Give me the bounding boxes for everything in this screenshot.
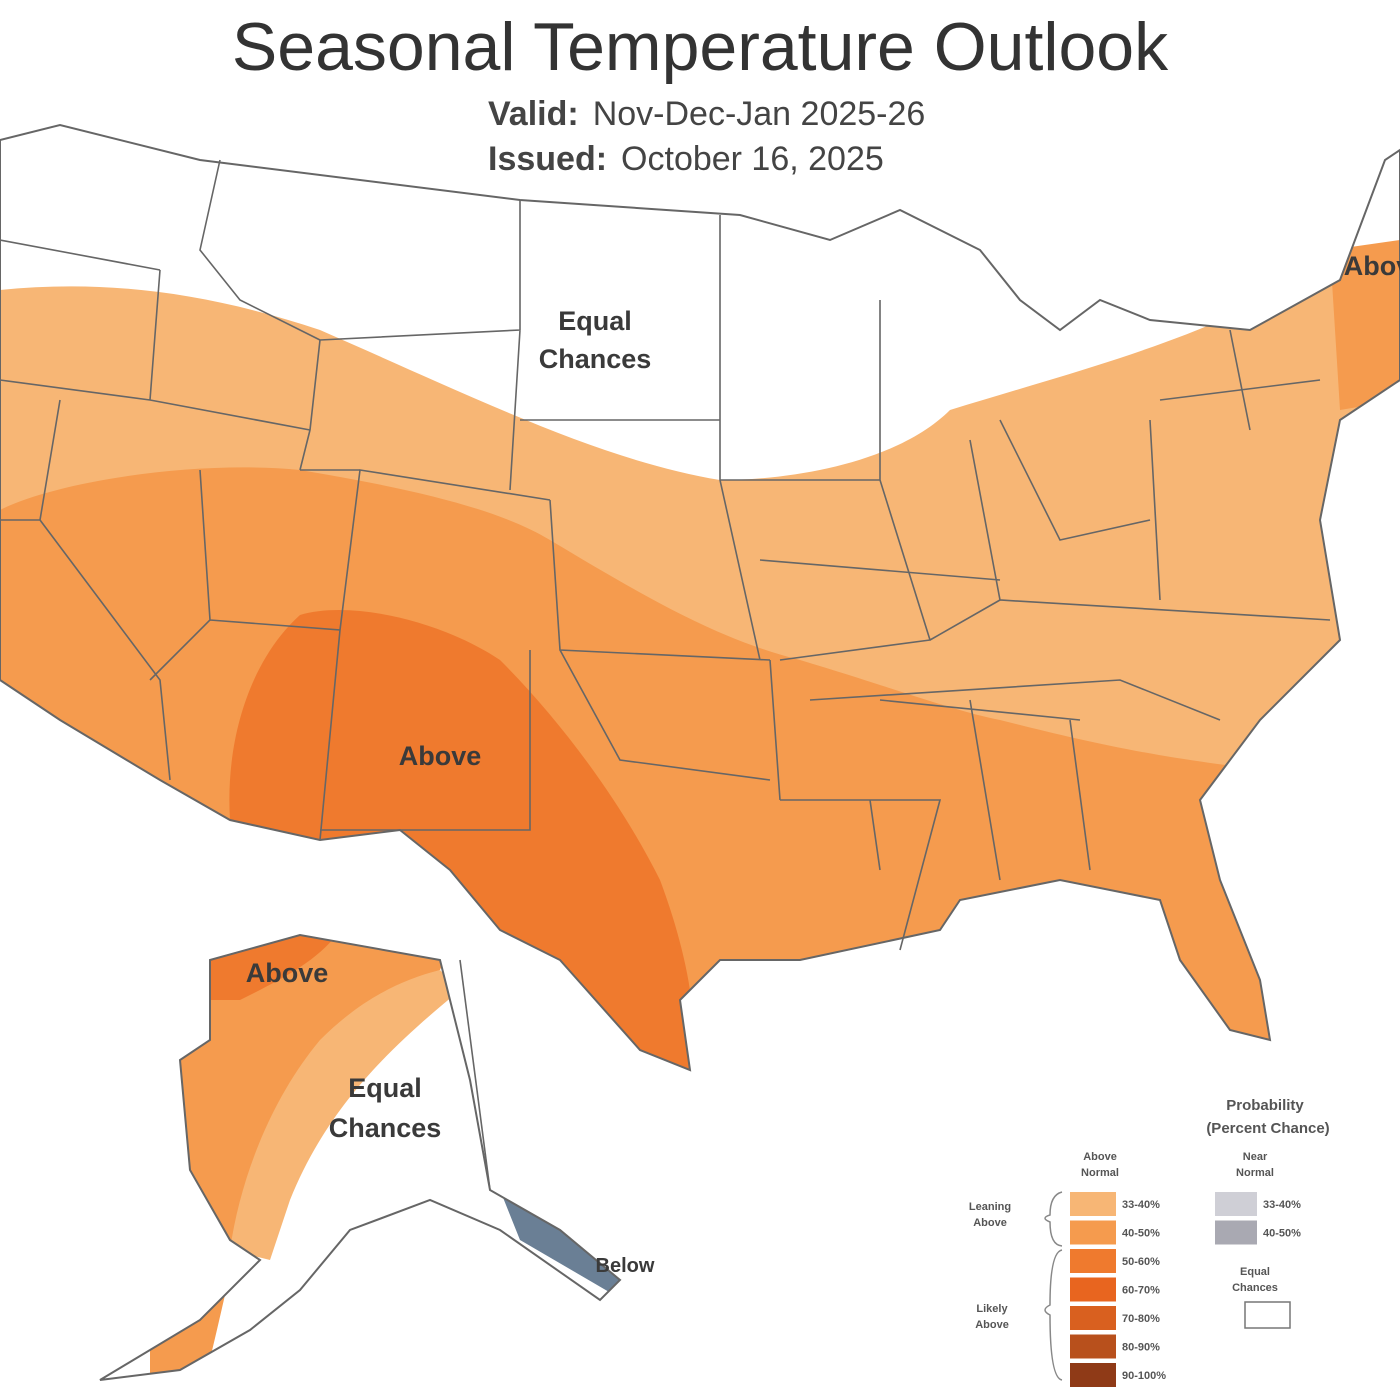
label-conus-above: Above (399, 741, 482, 771)
legend-swatch-above-5 (1070, 1334, 1116, 1359)
legend: Probability (Percent Chance) Above Norma… (969, 1097, 1330, 1387)
legend-swatch-equal-chances (1244, 1301, 1291, 1329)
valid-value: Nov-Dec-Jan 2025-26 (592, 95, 926, 133)
legend-swatch-above-1 (1070, 1220, 1116, 1245)
legend-range-above-4: 70-80% (1122, 1313, 1160, 1325)
legend-range-near-0: 33-40% (1263, 1199, 1301, 1211)
issued-line: Issued: October 16, 2025 (488, 140, 884, 179)
label-alaska-equal-2: Chances (329, 1113, 442, 1143)
legend-range-above-1: 40-50% (1122, 1228, 1160, 1240)
state-borders (0, 159, 1331, 951)
legend-range-near-1: 40-50% (1263, 1228, 1301, 1240)
legend-equal-1: Equal (1240, 1266, 1270, 1278)
label-conus-equal-2: Chances (539, 344, 652, 374)
label-northeast-above: Above (1344, 251, 1400, 281)
issued-value: October 16, 2025 (621, 140, 884, 178)
map-title: Seasonal Temperature Outlook (231, 9, 1169, 85)
label-alaska-below: Below (596, 1255, 655, 1277)
alaska-region-above-40-50 (150, 935, 470, 1380)
valid-label: Valid: (488, 95, 579, 133)
region-northeast-above-40-50 (1330, 240, 1400, 410)
issued-label: Issued: (488, 140, 608, 178)
legend-swatch-above-6 (1070, 1363, 1116, 1387)
legend-above-header-1: Above (1083, 1151, 1117, 1163)
legend-swatch-near-0 (1215, 1192, 1257, 1216)
legend-near-header-2: Normal (1236, 1167, 1274, 1179)
label-conus-equal-1: Equal (558, 306, 632, 336)
legend-swatch-near-1 (1215, 1220, 1257, 1245)
legend-range-above-2: 50-60% (1122, 1256, 1160, 1268)
label-alaska-equal-1: Equal (348, 1073, 422, 1103)
legend-swatch-above-3 (1070, 1277, 1116, 1302)
legend-range-above-6: 90-100% (1122, 1370, 1166, 1382)
legend-equal-2: Chances (1232, 1282, 1278, 1294)
legend-range-above-5: 80-90% (1122, 1342, 1160, 1354)
legend-near-header-1: Near (1243, 1151, 1268, 1163)
region-above-50-60 (229, 610, 694, 1070)
legend-title-2: (Percent Chance) (1206, 1120, 1329, 1137)
label-alaska-above: Above (246, 958, 329, 988)
conus-map (0, 125, 1400, 1070)
legend-likely-above-2: Above (975, 1319, 1009, 1331)
legend-swatch-above-4 (1070, 1306, 1116, 1330)
legend-range-above-3: 60-70% (1122, 1285, 1160, 1297)
valid-line: Valid: Nov-Dec-Jan 2025-26 (488, 95, 925, 134)
legend-leaning-above-1: Leaning (969, 1201, 1011, 1213)
legend-range-above-0: 33-40% (1122, 1199, 1160, 1211)
legend-swatch-above-2 (1070, 1249, 1116, 1273)
legend-likely-above-1: Likely (976, 1303, 1008, 1315)
legend-leaning-above-2: Above (973, 1217, 1007, 1229)
alaska-region-leaning-above (230, 970, 460, 1260)
region-equal-chances (0, 125, 1400, 480)
legend-swatch-above-0 (1070, 1192, 1116, 1216)
legend-above-header-2: Normal (1081, 1167, 1119, 1179)
legend-title-1: Probability (1226, 1097, 1304, 1114)
